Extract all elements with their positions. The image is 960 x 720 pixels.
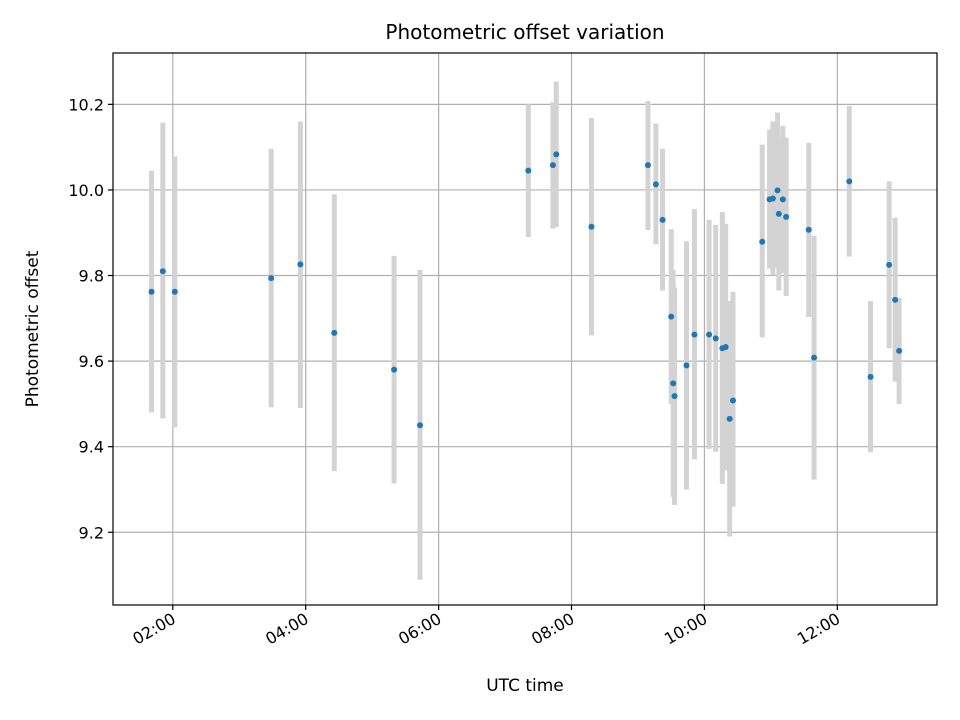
data-point bbox=[867, 373, 874, 380]
y-axis-ticks: 9.2 9.4 9.6 9.8 10.0 10.2 bbox=[68, 95, 113, 542]
data-point bbox=[159, 268, 166, 275]
data-point bbox=[896, 347, 903, 354]
data-point bbox=[297, 261, 304, 268]
y-tick-label: 9.6 bbox=[79, 352, 104, 371]
data-point bbox=[726, 415, 733, 422]
data-point bbox=[805, 226, 812, 233]
data-point bbox=[729, 397, 736, 404]
data-point bbox=[769, 195, 776, 202]
data-point bbox=[691, 331, 698, 338]
data-point bbox=[811, 354, 818, 361]
x-axis-title: UTC time bbox=[486, 676, 564, 696]
y-tick-label: 10.0 bbox=[68, 181, 104, 200]
y-axis-title: Photometric offset bbox=[23, 250, 43, 407]
plot-area-frame bbox=[112, 52, 938, 606]
data-point bbox=[775, 210, 782, 217]
point-layer bbox=[148, 151, 903, 429]
data-point bbox=[712, 335, 719, 342]
y-tick-label: 9.8 bbox=[79, 267, 104, 286]
data-point bbox=[783, 213, 790, 220]
data-point bbox=[846, 178, 853, 185]
data-point bbox=[759, 238, 766, 245]
chart-title: Photometric offset variation bbox=[385, 20, 664, 44]
data-point bbox=[268, 275, 275, 282]
data-point bbox=[671, 393, 678, 400]
data-point bbox=[659, 216, 666, 223]
data-point bbox=[722, 343, 729, 350]
data-point bbox=[683, 362, 690, 369]
data-point bbox=[549, 162, 556, 169]
data-point bbox=[553, 151, 560, 158]
y-tick-label: 9.2 bbox=[79, 523, 104, 542]
data-point bbox=[886, 261, 893, 268]
data-point bbox=[525, 167, 532, 174]
data-point bbox=[588, 223, 595, 230]
data-point bbox=[148, 288, 155, 295]
data-point bbox=[417, 422, 424, 429]
data-point bbox=[706, 331, 713, 338]
data-point bbox=[171, 288, 178, 295]
data-point bbox=[391, 366, 398, 373]
data-point bbox=[652, 181, 659, 188]
data-point bbox=[774, 187, 781, 194]
grid-layer bbox=[113, 53, 937, 605]
y-tick-label: 10.2 bbox=[68, 95, 104, 114]
data-point bbox=[331, 329, 338, 336]
y-tick-label: 9.4 bbox=[79, 438, 104, 457]
data-point bbox=[670, 380, 677, 387]
data-point bbox=[779, 196, 786, 203]
data-point bbox=[892, 296, 899, 303]
data-point bbox=[668, 313, 675, 320]
data-point bbox=[644, 162, 651, 169]
